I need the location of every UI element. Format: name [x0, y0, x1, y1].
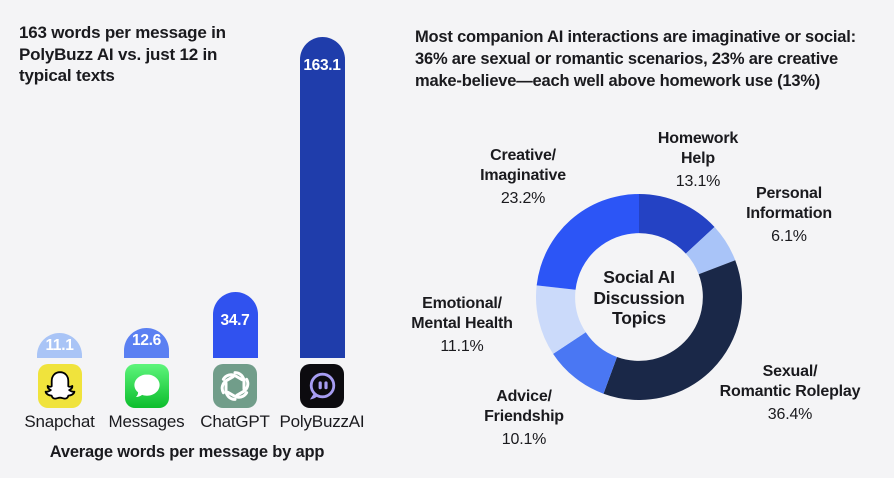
bar-chart-title-line-2: PolyBuzz AI vs. just 12 in [19, 44, 218, 64]
donut-pct-sexual-romantic-roleplay: 36.4% [767, 406, 813, 423]
bar-value-messages: 12.6 [132, 332, 161, 349]
bar-polybuzz: 163.1 [299, 37, 345, 358]
donut-slice-2 [603, 260, 742, 400]
bar-messages: 12.6 [124, 328, 169, 358]
donut-label-advice-friendship: Advice/ Friendship 10.1% [484, 388, 564, 448]
bar-chart-axis-caption: Average words per message by app [49, 443, 325, 461]
bar-label-snapchat: Snapchat [24, 412, 95, 431]
donut-pct-emotional-mental-health: 11.1% [440, 338, 484, 355]
donut-label-creative-imaginative: Creative/ Imaginative 23.2% [480, 147, 566, 207]
donut-slice-5 [536, 194, 639, 290]
bar-label-chatgpt: ChatGPT [200, 412, 270, 431]
bar-snapchat: 11.1 [37, 333, 82, 358]
donut-center-label: Social AI Discussion Topics [593, 267, 685, 329]
donut-label-sexual-romantic-roleplay: Sexual/ Romantic Roleplay 36.4% [719, 363, 861, 423]
donut-slice-1 [685, 226, 736, 275]
chatgpt-icon [213, 364, 257, 408]
donut-center-line-2: Discussion [593, 287, 685, 308]
donut-slice-4 [536, 285, 586, 354]
donut-label-personal-information: Personal Information 6.1% [746, 185, 832, 245]
donut-pct-advice-friendship: 10.1% [501, 431, 547, 448]
donut-chart-title: Most companion AI interactions are imagi… [415, 26, 890, 92]
bar-chart-title: 163 words per message in PolyBuzz AI vs.… [19, 22, 319, 87]
donut-chart-title-line-3: make-believe—each well above homework us… [415, 72, 821, 90]
donut-chart [536, 194, 742, 400]
polybuzz-icon [300, 364, 344, 408]
bar-chatgpt: 34.7 [212, 292, 258, 358]
bar-value-chatgpt: 34.7 [220, 312, 250, 329]
bar-label-messages: Messages [108, 412, 185, 431]
donut-chart-title-line-2: 36% are sexual or romantic scenarios, 23… [415, 50, 839, 68]
donut-center-line-3: Topics [612, 308, 666, 328]
donut-center-line-1: Social AI [603, 267, 675, 287]
bar-value-snapchat: 11.1 [45, 337, 74, 354]
bar-label-polybuzz: PolyBuzzAI [279, 412, 365, 431]
donut-pct-creative-imaginative: 23.2% [500, 190, 546, 207]
bar-chart-title-line-1: 163 words per message in [19, 23, 226, 42]
donut-chart-title-line-1: Most companion AI interactions are imagi… [415, 28, 856, 46]
donut-pct-homework-help: 13.1% [675, 173, 721, 190]
donut-slice-0 [639, 194, 715, 254]
donut-label-emotional-mental-health: Emotional/ Mental Health 11.1% [411, 295, 513, 355]
donut-label-homework-help: Homework Help 13.1% [657, 130, 739, 190]
bar-chart-title-line-3: typical texts [19, 66, 115, 85]
donut-pct-personal-information: 6.1% [771, 228, 807, 245]
snapchat-icon [37, 364, 82, 408]
messages-icon [124, 364, 169, 408]
bar-value-polybuzz: 163.1 [303, 57, 341, 74]
donut-slice-3 [553, 332, 617, 394]
